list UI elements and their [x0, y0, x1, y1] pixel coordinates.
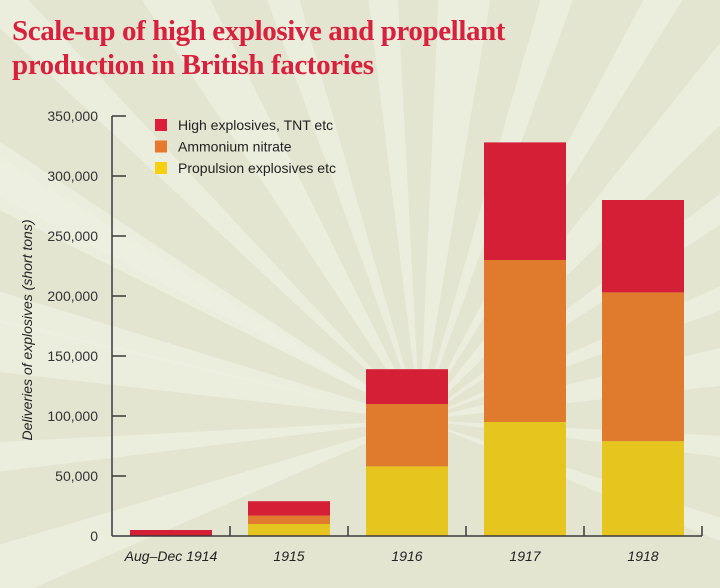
bar-segment-high-explosives-tnt-etc — [248, 501, 330, 516]
bar-segment-propulsion-explosives-etc — [366, 466, 448, 536]
y-tick-label: 100,000 — [47, 408, 98, 424]
bar-segment-ammonium-nitrate — [366, 404, 448, 467]
y-axis-label: Deliveries of explosives (short tons) — [19, 220, 35, 441]
y-ticks-group: 0 50,000 100,000 150,000 200,000 250,000 300,0… — [47, 108, 126, 544]
bar-segment-high-explosives-tnt-etc — [602, 200, 684, 293]
burst-ray — [368, 0, 420, 420]
burst-ray — [0, 0, 420, 420]
x-tick-label: Aug–Dec 1914 — [124, 548, 218, 564]
y-tick-label: 50,000 — [55, 468, 98, 484]
legend-label: High explosives, TNT etc — [178, 117, 333, 133]
burst-ray — [142, 0, 420, 420]
burst-ray — [0, 291, 420, 420]
y-tick-label: 150,000 — [47, 348, 98, 364]
legend-swatch — [155, 119, 167, 131]
legend-label: Propulsion explosives etc — [178, 160, 336, 176]
bar-segment-propulsion-explosives-etc — [248, 524, 330, 536]
bar-segment-ammonium-nitrate — [602, 292, 684, 442]
x-tick-label: 1917 — [509, 548, 541, 564]
bar-segment-high-explosives-tnt-etc — [366, 369, 448, 404]
burst-ray — [0, 142, 420, 420]
x-ticks-group: Aug–Dec 1914 1915 1916 1917 1918 — [124, 526, 703, 564]
axes-group — [111, 116, 702, 537]
chart-title: Scale-up of high explosive and propellan… — [12, 14, 712, 82]
burst-ray — [0, 420, 420, 588]
bar-segment-ammonium-nitrate — [484, 260, 566, 422]
legend-label: Ammonium nitrate — [178, 139, 292, 155]
burst-ray — [420, 0, 491, 420]
bars-group — [130, 142, 684, 536]
y-tick-label: 350,000 — [47, 108, 98, 124]
title-line-2: production in British factories — [12, 49, 374, 81]
y-tick-label: 200,000 — [47, 288, 98, 304]
title-line-1: Scale-up of high explosive and propellan… — [12, 15, 506, 47]
x-tick-label: 1915 — [273, 548, 304, 564]
legend-swatch — [155, 140, 167, 153]
y-tick-label: 0 — [90, 528, 98, 544]
x-tick-label: 1918 — [627, 548, 658, 564]
bar-segment-propulsion-explosives-etc — [602, 441, 684, 536]
bar-segment-high-explosives-tnt-etc — [484, 142, 566, 260]
legend-swatch — [155, 162, 167, 174]
bar-segment-high-explosives-tnt-etc — [130, 530, 212, 536]
x-tick-label: 1916 — [391, 548, 422, 564]
burst-ray — [420, 42, 720, 420]
legend: High explosives, TNT etc Ammonium nitrate… — [155, 117, 336, 176]
y-tick-label: 250,000 — [47, 228, 98, 244]
burst-ray — [420, 347, 720, 420]
burst-ray — [420, 0, 683, 420]
y-tick-label: 300,000 — [47, 168, 98, 184]
burst-ray — [0, 420, 420, 472]
bar-segment-propulsion-explosives-etc — [484, 422, 566, 536]
bar-segment-ammonium-nitrate — [248, 515, 330, 524]
